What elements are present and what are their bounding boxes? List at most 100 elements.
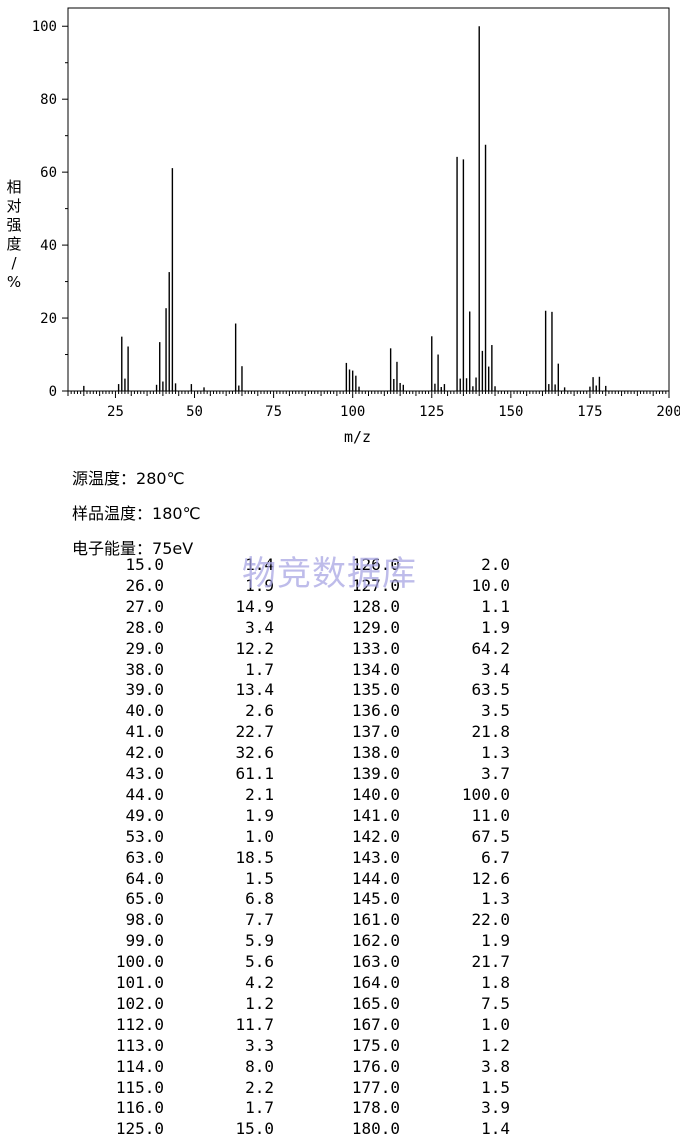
y-tick-label: 100 — [32, 19, 57, 35]
table-cell-mz-right: 135.0 — [351, 680, 400, 700]
table-row: 98.0 7.7 161.0 22.0 — [0, 910, 680, 931]
y-tick-label: 20 — [40, 311, 57, 327]
table-cell-intensity-right: 1.8 — [481, 973, 510, 992]
y-axis: 0 20 40 60 80 100 — [32, 19, 68, 400]
x-tick-label: 100 — [340, 404, 365, 420]
table-cell-mz-left: 40.0 — [125, 701, 164, 721]
table-row: 44.0 2.1 140.0 100.0 — [0, 785, 680, 806]
table-cell-mz-right: 142.0 — [351, 826, 400, 846]
x-tick-label: 200 — [656, 404, 680, 420]
sample-temperature-separator: ： — [136, 504, 153, 523]
table-cell-intensity-right: 7.5 — [481, 993, 510, 1013]
table-cell-mz-right: 139.0 — [351, 764, 400, 783]
table-cell-mz-left: 53.0 — [125, 826, 164, 846]
table-row: 116.0 1.7 178.0 3.9 — [0, 1098, 680, 1119]
table-cell-mz-left: 44.0 — [125, 784, 164, 804]
sample-temperature-label: 样品温度 — [72, 504, 137, 523]
table-row: 27.0 14.9 128.0 1.1 — [0, 597, 680, 618]
table-cell-intensity-left: 1.7 — [245, 659, 274, 679]
table-cell-intensity-right: 3.9 — [481, 1098, 510, 1118]
plot-frame — [67, 7, 670, 392]
table-row: 26.0 1.9 127.0 10.0 — [0, 576, 680, 597]
y-tick-label: 40 — [40, 238, 57, 254]
table-cell-mz-left: 49.0 — [125, 805, 164, 825]
table-cell-intensity-right: 3.7 — [481, 764, 510, 783]
x-axis-title: m/z — [344, 428, 372, 446]
table-cell-intensity-left: 1.2 — [245, 993, 274, 1013]
table-cell-mz-left: 43.0 — [125, 764, 164, 783]
table-cell-mz-right: 129.0 — [351, 617, 400, 637]
table-row: 114.0 8.0 176.0 3.8 — [0, 1057, 680, 1078]
table-cell-mz-right: 175.0 — [351, 1035, 400, 1055]
table-cell-mz-left: 42.0 — [125, 743, 164, 763]
table-cell-intensity-right: 100.0 — [461, 784, 510, 804]
table-cell-intensity-left: 1.0 — [245, 826, 274, 846]
table-cell-mz-left: 27.0 — [125, 596, 164, 616]
table-cell-mz-left: 114.0 — [115, 1056, 164, 1076]
table-cell-mz-right: 167.0 — [351, 1014, 400, 1034]
table-cell-mz-right: 161.0 — [351, 910, 400, 930]
x-axis: 25 50 75 100 125 150 175 200 — [67, 391, 680, 420]
table-cell-intensity-left: 2.1 — [245, 784, 274, 804]
table-cell-intensity-left: 1.9 — [245, 805, 274, 825]
table-cell-intensity-right: 2.0 — [481, 555, 510, 574]
table-row: 42.0 32.6 138.0 1.3 — [0, 743, 680, 764]
table-cell-mz-left: 15.0 — [125, 555, 164, 574]
table-cell-mz-left: 100.0 — [115, 952, 164, 972]
table-row: 112.0 11.7 167.0 1.0 — [0, 1015, 680, 1036]
table-cell-mz-right: 140.0 — [351, 784, 400, 804]
table-cell-intensity-left: 8.0 — [245, 1056, 274, 1076]
table-cell-mz-right: 141.0 — [351, 805, 400, 825]
y-tick-label: 0 — [49, 384, 57, 400]
table-cell-intensity-left: 32.6 — [235, 743, 274, 763]
table-cell-mz-right: 127.0 — [351, 575, 400, 595]
table-cell-intensity-left: 1.5 — [245, 868, 274, 888]
table-cell-mz-left: 41.0 — [125, 722, 164, 742]
table-row: 113.0 3.3 175.0 1.2 — [0, 1036, 680, 1057]
x-tick-label: 50 — [186, 404, 203, 420]
table-cell-intensity-left: 18.5 — [235, 847, 274, 867]
table-cell-mz-right: 138.0 — [351, 743, 400, 763]
table-cell-mz-right: 134.0 — [351, 659, 400, 679]
table-cell-intensity-right: 1.0 — [481, 1014, 510, 1034]
table-cell-intensity-left: 3.3 — [245, 1035, 274, 1055]
peak-bars — [83, 26, 607, 391]
table-row: 15.0 1.4 126.0 2.0 — [0, 555, 680, 576]
table-cell-mz-right: 163.0 — [351, 952, 400, 972]
table-cell-intensity-left: 11.7 — [235, 1014, 274, 1034]
table-cell-intensity-right: 1.9 — [481, 931, 510, 951]
y-axis-title: 相对强度 /% — [4, 178, 24, 292]
table-row: 102.0 1.2 165.0 7.5 — [0, 994, 680, 1015]
table-cell-intensity-right: 12.6 — [471, 868, 510, 888]
table-cell-intensity-right: 21.7 — [471, 952, 510, 972]
table-cell-intensity-right: 1.3 — [481, 889, 510, 909]
table-cell-mz-left: 116.0 — [115, 1098, 164, 1118]
table-row: 43.0 61.1 139.0 3.7 — [0, 764, 680, 785]
table-cell-intensity-left: 61.1 — [235, 764, 274, 783]
x-tick-label: 75 — [265, 404, 282, 420]
x-tick-label: 175 — [577, 404, 602, 420]
table-row: 115.0 2.2 177.0 1.5 — [0, 1078, 680, 1099]
table-cell-mz-right: 145.0 — [351, 889, 400, 909]
table-row: 64.0 1.5 144.0 12.6 — [0, 869, 680, 890]
table-cell-intensity-right: 1.9 — [481, 617, 510, 637]
table-cell-intensity-left: 3.4 — [245, 617, 274, 637]
y-axis-title-char: 强 — [6, 216, 22, 234]
table-cell-intensity-right: 67.5 — [471, 826, 510, 846]
table-row: 100.0 5.6 163.0 21.7 — [0, 952, 680, 973]
table-row: 99.0 5.9 162.0 1.9 — [0, 931, 680, 952]
y-tick-label: 80 — [40, 92, 57, 108]
y-axis-title-char: 相 — [6, 178, 22, 196]
table-cell-intensity-left: 1.9 — [245, 575, 274, 595]
table-row: 65.0 6.8 145.0 1.3 — [0, 889, 680, 910]
table-cell-mz-left: 99.0 — [125, 931, 164, 951]
table-cell-intensity-left: 5.6 — [245, 952, 274, 972]
table-row: 28.0 3.4 129.0 1.9 — [0, 618, 680, 639]
table-cell-intensity-left: 7.7 — [245, 910, 274, 930]
table-cell-intensity-left: 15.0 — [235, 1119, 274, 1139]
table-cell-mz-left: 39.0 — [125, 680, 164, 700]
x-tick-label: 150 — [498, 404, 523, 420]
table-cell-mz-right: 126.0 — [351, 555, 400, 574]
table-cell-intensity-left: 1.4 — [245, 555, 274, 574]
table-cell-mz-right: 178.0 — [351, 1098, 400, 1118]
